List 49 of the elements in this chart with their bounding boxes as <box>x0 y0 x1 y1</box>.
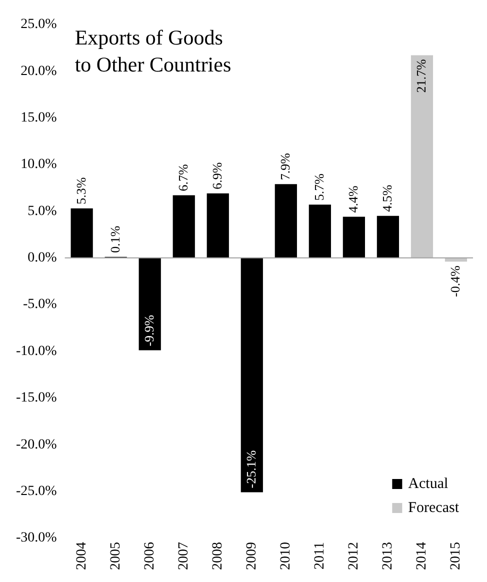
y-tick-label: -25.0% <box>16 484 58 499</box>
x-tick-label: 2007 <box>176 542 192 570</box>
data-label: -9.9% <box>141 314 156 346</box>
y-tick-label: 20.0% <box>20 64 58 79</box>
data-label: 21.7% <box>413 59 428 93</box>
x-tick-label: 2005 <box>108 542 124 570</box>
x-tick-label: 2004 <box>74 542 90 570</box>
data-label: 4.5% <box>379 184 394 212</box>
y-tick-label: -10.0% <box>16 344 58 359</box>
x-tick-label: 2015 <box>448 542 464 570</box>
data-label: 6.9% <box>209 162 224 190</box>
data-label: 5.3% <box>73 177 88 204</box>
y-tick-label: -30.0% <box>16 530 58 546</box>
bar <box>274 184 297 258</box>
bar <box>410 55 434 258</box>
legend-label: Forecast <box>408 500 460 516</box>
x-tick-label: 2008 <box>210 542 226 570</box>
text: Exports of Goods to Other Countries <box>74 25 232 76</box>
data-label: 5.7% <box>311 173 326 201</box>
x-tick-label: 2009 <box>244 542 260 570</box>
y-tick-label: 5.0% <box>28 204 58 219</box>
x-tick-label: 2014 <box>414 542 430 570</box>
x-tick-label: 2011 <box>312 542 328 570</box>
data-label: -25.1% <box>243 450 258 488</box>
x-tick-label: 2012 <box>346 542 362 570</box>
y-tick-label: -20.0% <box>16 437 58 452</box>
y-tick-label: 25.0% <box>20 17 58 32</box>
bar <box>138 258 161 350</box>
y-tick-label: -15.0% <box>16 390 58 406</box>
bar <box>308 204 331 258</box>
data-label: 7.9% <box>277 152 292 180</box>
bar <box>240 258 263 492</box>
data-label: 0.1% <box>107 226 122 253</box>
y-tick-label: 10.0% <box>20 157 58 172</box>
y-tick-label: 15.0% <box>20 110 58 126</box>
legend-label: Actual <box>408 476 448 492</box>
bar <box>342 216 366 258</box>
y-tick-label: -5.0% <box>22 297 58 312</box>
data-label: 6.7% <box>175 164 190 192</box>
x-tick-label: 2010 <box>278 542 294 570</box>
bar <box>206 193 229 258</box>
y-tick-label: 0.0% <box>28 250 58 266</box>
data-label: -0.4% <box>447 265 462 298</box>
x-tick-label: 2013 <box>380 542 396 570</box>
data-label: 4.4% <box>345 186 360 213</box>
x-tick-label: 2006 <box>142 542 158 570</box>
bar <box>376 216 400 258</box>
bar <box>172 195 195 258</box>
bar <box>70 208 93 258</box>
